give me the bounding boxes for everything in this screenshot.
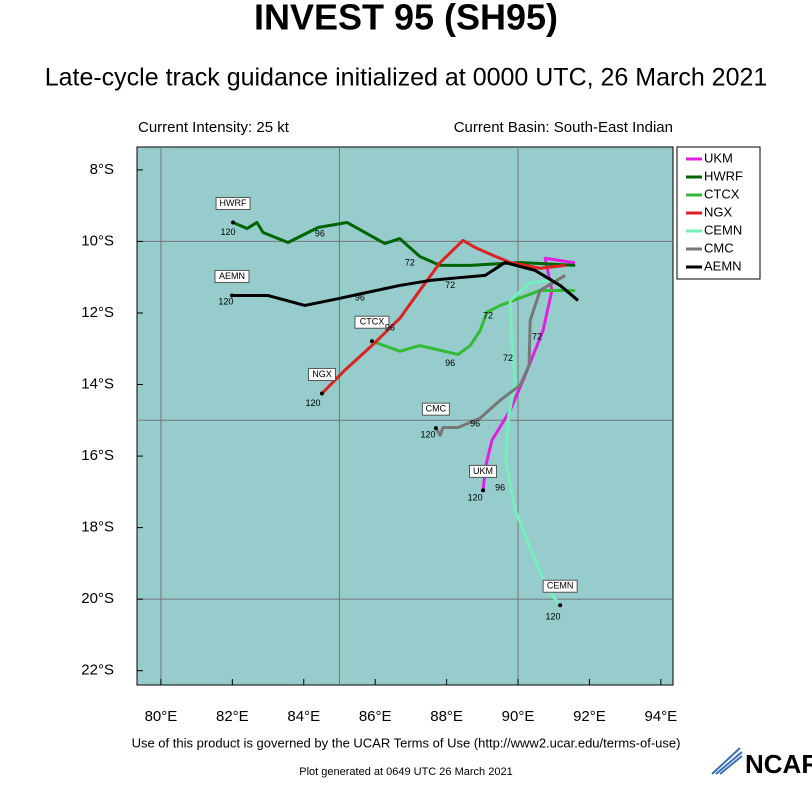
y-tick-label: 20°S xyxy=(81,590,114,607)
track-line xyxy=(371,288,576,356)
track-end xyxy=(231,220,236,225)
y-tick-label: 12°S xyxy=(81,304,114,321)
track-end xyxy=(319,391,324,396)
generated: Plot generated at 0649 UTC 26 March 2021 xyxy=(299,766,512,778)
hour-label: 96 xyxy=(445,358,455,368)
y-tick-label: 18°S xyxy=(81,519,114,536)
track-name-box xyxy=(307,367,336,381)
legend-label: AEMN xyxy=(704,258,742,273)
hour-label: 120 xyxy=(306,398,321,408)
track-end xyxy=(558,603,563,608)
track-name: UKM xyxy=(473,466,493,476)
track-line xyxy=(434,274,566,437)
track-name: AEMN xyxy=(219,271,245,281)
y-tick-label: 10°S xyxy=(81,232,114,249)
hour-label: 96 xyxy=(355,293,365,303)
hour-label: 96 xyxy=(385,323,395,333)
track-name: CEMN xyxy=(547,581,574,591)
intensity: Current Intensity: 25 kt xyxy=(138,119,290,136)
x-tick-label: 80°E xyxy=(145,708,178,725)
plot-area xyxy=(136,146,674,686)
track-line xyxy=(231,261,579,307)
hour-label: 72 xyxy=(405,258,415,268)
track-name: HWRF xyxy=(220,198,247,208)
hour-label: 120 xyxy=(221,227,236,237)
legend-label: UKM xyxy=(704,150,733,165)
legend-box xyxy=(676,146,761,280)
y-tick-label: 8°S xyxy=(90,161,114,178)
track-name-box xyxy=(215,196,251,210)
track-name: NGX xyxy=(312,369,332,379)
track-name-box xyxy=(354,315,390,329)
hour-label: 72 xyxy=(503,353,513,363)
hour-label: 72 xyxy=(532,332,542,342)
x-tick-label: 84°E xyxy=(287,708,320,725)
legend-label: CEMN xyxy=(704,222,742,237)
legend-label: NGX xyxy=(704,204,733,219)
hour-label: 96 xyxy=(495,483,505,493)
legend-label: HWRF xyxy=(704,168,743,183)
track-name: CMC xyxy=(426,404,447,414)
title: INVEST 95 (SH95) xyxy=(254,0,558,38)
track-end xyxy=(481,488,486,493)
hour-label: 120 xyxy=(468,493,483,503)
x-tick-label: 92°E xyxy=(573,708,606,725)
hour-label: 96 xyxy=(470,419,480,429)
track-end xyxy=(229,293,234,298)
y-tick-label: 22°S xyxy=(81,662,114,679)
subtitle: Late-cycle track guidance initialized at… xyxy=(45,64,768,92)
hour-label: 96 xyxy=(315,229,325,239)
track-name-box xyxy=(469,464,498,478)
basin: Current Basin: South-East Indian xyxy=(454,119,673,136)
y-tick-label: 14°S xyxy=(81,375,114,392)
track-end xyxy=(433,426,438,431)
x-tick-label: 94°E xyxy=(645,708,678,725)
track-name-box xyxy=(542,579,578,593)
hour-label: 120 xyxy=(218,297,233,307)
track-line xyxy=(232,220,576,267)
legend-label: CMC xyxy=(704,240,734,255)
track-name: CTCX xyxy=(360,317,385,327)
hour-label: 72 xyxy=(483,311,493,321)
track-line xyxy=(320,238,566,395)
x-tick-label: 86°E xyxy=(359,708,392,725)
footer: Use of this product is governed by the U… xyxy=(132,735,681,750)
legend-label: CTCX xyxy=(704,186,740,201)
x-tick-label: 82°E xyxy=(216,708,249,725)
track-name-box xyxy=(214,269,250,283)
track-line xyxy=(504,278,562,607)
hour-label: 72 xyxy=(445,280,455,290)
hour-label: 120 xyxy=(421,430,436,440)
track-name-box xyxy=(421,402,450,416)
logo-mark xyxy=(708,747,745,776)
hour-label: 120 xyxy=(546,611,561,621)
x-tick-label: 88°E xyxy=(430,708,463,725)
x-tick-label: 90°E xyxy=(502,708,535,725)
y-tick-label: 16°S xyxy=(81,447,114,464)
track-end xyxy=(369,339,374,344)
logo: NCAR xyxy=(745,749,812,779)
